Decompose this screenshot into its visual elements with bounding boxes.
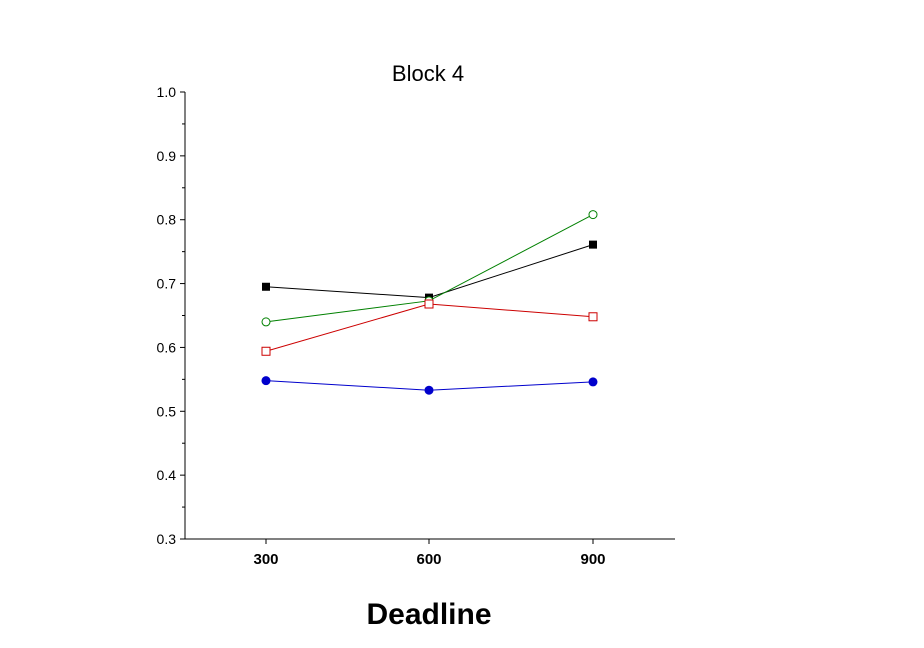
x-tick-label: 300 bbox=[253, 551, 278, 568]
x-axis-label: Deadline bbox=[366, 598, 491, 631]
y-tick-label: 1.0 bbox=[157, 84, 177, 100]
series-1 bbox=[262, 240, 597, 302]
y-tick-label: 0.8 bbox=[157, 212, 177, 228]
x-tick-label: 600 bbox=[416, 551, 441, 568]
y-tick-label: 0.6 bbox=[157, 339, 177, 355]
y-tick-label: 0.5 bbox=[157, 403, 177, 419]
x-tick-label: 900 bbox=[580, 551, 605, 568]
series-line bbox=[265, 244, 594, 299]
chart-title: Block 4 bbox=[392, 61, 464, 86]
y-ticks: 0.3 0.4 0.5 0.6 0.7 0.8 0.9 1.0 bbox=[157, 84, 185, 547]
data-point bbox=[424, 299, 434, 309]
data-point bbox=[588, 210, 598, 220]
data-point bbox=[589, 240, 597, 249]
series-3 bbox=[261, 299, 598, 356]
data-point bbox=[588, 377, 598, 387]
data-point bbox=[261, 376, 271, 386]
series-line bbox=[265, 303, 594, 352]
data-point bbox=[424, 385, 434, 395]
data-point bbox=[262, 282, 270, 291]
y-tick-label: 0.3 bbox=[157, 531, 177, 547]
y-tick-label: 0.4 bbox=[157, 467, 177, 483]
y-tick-label: 0.9 bbox=[157, 148, 177, 164]
data-point bbox=[261, 317, 271, 327]
y-tick-label: 0.7 bbox=[157, 276, 177, 292]
series-4 bbox=[261, 376, 598, 395]
data-point bbox=[588, 312, 598, 322]
series-layer bbox=[261, 210, 598, 395]
x-ticks: 300 600 900 bbox=[253, 539, 606, 568]
series-2 bbox=[261, 210, 598, 327]
data-point bbox=[261, 346, 271, 356]
